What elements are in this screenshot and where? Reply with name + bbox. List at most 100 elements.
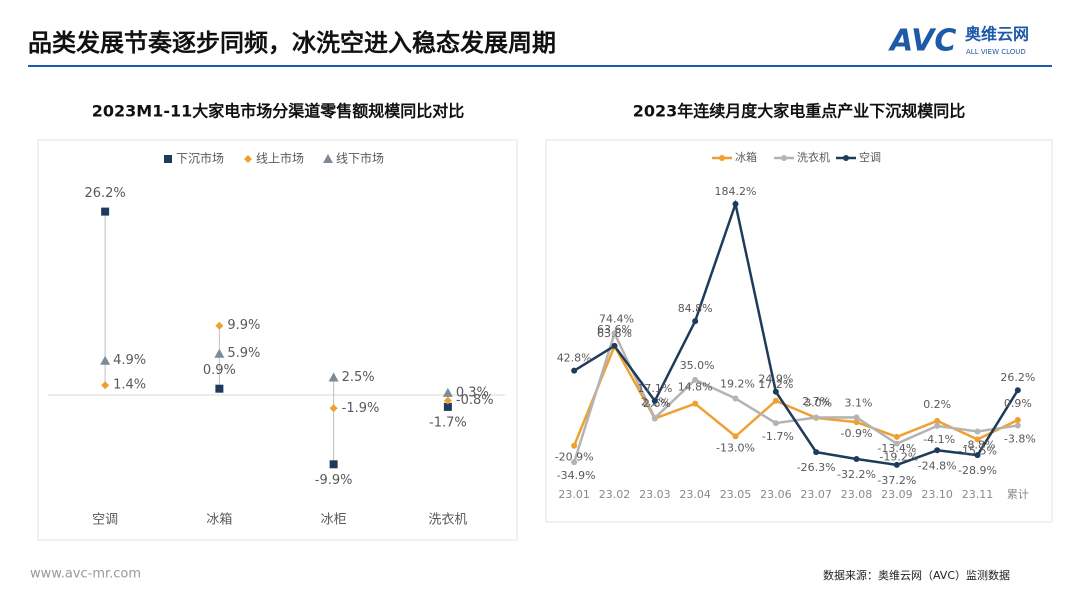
data-label: -15.5% xyxy=(958,444,997,457)
chart-title: 2023M1-11大家电市场分渠道零售额规模同比对比 xyxy=(92,102,465,121)
marker xyxy=(893,433,900,440)
footer-url: www.avc-mr.com xyxy=(30,567,141,582)
data-label: 1.4% xyxy=(113,378,146,393)
data-label: 42.8% xyxy=(557,352,592,365)
footer-source: 数据来源：奥维云网（AVC）监测数据 xyxy=(823,568,1010,582)
legend-marker xyxy=(719,155,725,161)
data-label: 0.9% xyxy=(1004,397,1032,410)
panel xyxy=(545,139,1053,523)
marker xyxy=(772,397,779,404)
x-tick-label: 23.01 xyxy=(558,488,590,501)
data-label: -19.2% xyxy=(879,451,918,464)
chart-title: 2023年连续月度大家电重点产业下沉规模同比 xyxy=(633,102,966,121)
series-line xyxy=(573,199,1019,467)
data-label: -8.8% xyxy=(964,438,996,451)
marker xyxy=(442,387,453,397)
x-tick-label: 23.11 xyxy=(962,488,994,501)
data-label: -28.9% xyxy=(958,464,997,477)
data-label: 2.5% xyxy=(342,370,375,385)
panel xyxy=(37,139,518,541)
marker xyxy=(772,420,779,427)
marker xyxy=(443,396,452,405)
marker xyxy=(692,318,699,325)
x-tick-label: 23.07 xyxy=(800,488,832,501)
data-label: -0.9% xyxy=(841,427,873,440)
marker xyxy=(813,414,820,421)
data-label: 0.9% xyxy=(203,363,236,378)
data-label: 3.0% xyxy=(804,397,832,410)
x-tick-label: 23.08 xyxy=(841,488,873,501)
legend-label: 空调 xyxy=(859,150,881,164)
marker xyxy=(1014,422,1021,429)
x-tick-label: 累计 xyxy=(1007,488,1029,501)
data-label: -0.8% xyxy=(456,393,494,408)
marker xyxy=(813,449,820,456)
marker xyxy=(974,428,981,435)
data-label: -13.0% xyxy=(716,441,755,454)
x-tick-label: 23.10 xyxy=(921,488,953,501)
legend-marker xyxy=(323,154,333,163)
legend-label: 线上市场 xyxy=(256,151,304,166)
x-tick-label: 23.05 xyxy=(720,488,752,501)
data-label: 17.1% xyxy=(637,382,672,395)
x-tick-label: 冰柜 xyxy=(321,513,347,528)
marker xyxy=(571,367,578,374)
data-label: -32.2% xyxy=(837,468,876,481)
marker xyxy=(101,381,110,390)
x-tick-label: 洗衣机 xyxy=(428,512,467,528)
marker xyxy=(571,459,578,466)
marker xyxy=(611,330,618,337)
marker xyxy=(1014,417,1021,424)
data-label: -1.7% xyxy=(762,430,794,443)
logo: AVC xyxy=(888,24,956,59)
x-tick-label: 23.04 xyxy=(679,488,711,501)
data-label: -26.3% xyxy=(797,461,836,474)
marker xyxy=(215,384,224,393)
marker xyxy=(772,388,779,395)
marker xyxy=(692,376,699,383)
marker xyxy=(934,447,941,454)
legend-marker xyxy=(244,155,252,163)
data-label: -20.9% xyxy=(555,451,594,464)
data-label: -37.2% xyxy=(877,474,916,487)
marker xyxy=(732,433,739,440)
marker xyxy=(934,422,941,429)
data-label: -1.7% xyxy=(429,415,467,430)
data-label: 24.9% xyxy=(758,373,793,386)
data-label: 9.9% xyxy=(227,318,260,333)
legend-marker xyxy=(843,155,849,161)
data-label: -13.4% xyxy=(877,442,916,455)
data-label: 26.2% xyxy=(1000,371,1035,384)
marker xyxy=(329,404,338,413)
data-label: 2.6% xyxy=(643,397,671,410)
marker xyxy=(853,419,860,426)
data-label: 2.7% xyxy=(802,395,830,408)
data-label: -1.9% xyxy=(342,401,380,416)
marker xyxy=(732,200,739,207)
data-label: -34.9% xyxy=(557,469,596,482)
marker xyxy=(328,372,339,382)
data-label: 17.2% xyxy=(758,378,793,391)
marker xyxy=(214,348,225,358)
x-tick-label: 空调 xyxy=(92,513,118,528)
legend-marker xyxy=(781,155,787,161)
data-label: 5.9% xyxy=(227,346,260,361)
data-label: 3.1% xyxy=(845,396,873,409)
marker xyxy=(692,400,699,407)
marker xyxy=(443,402,452,411)
marker xyxy=(215,321,224,330)
legend-label: 洗衣机 xyxy=(797,150,830,164)
data-label: -24.8% xyxy=(918,459,957,472)
marker xyxy=(100,355,111,365)
data-label: 4.9% xyxy=(113,353,146,368)
data-label: 0.3% xyxy=(456,385,489,400)
data-label: 14.8% xyxy=(678,381,713,394)
x-tick-label: 23.03 xyxy=(639,488,671,501)
legend-label: 下沉市场 xyxy=(176,151,224,166)
x-tick-label: 23.02 xyxy=(599,488,631,501)
marker xyxy=(651,397,658,404)
x-tick-label: 23.06 xyxy=(760,488,792,501)
marker xyxy=(934,417,941,424)
